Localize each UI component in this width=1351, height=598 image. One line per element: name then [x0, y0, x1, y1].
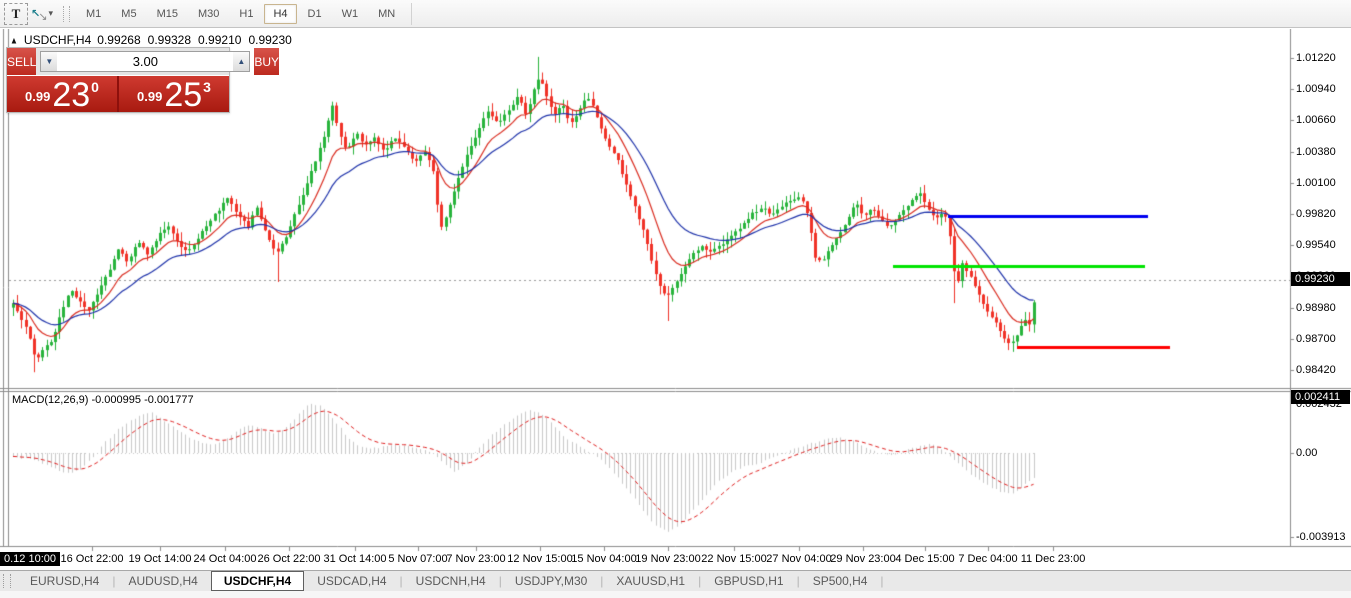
price-tick-label: 0.98420	[1296, 364, 1336, 376]
ohlc-low: 0.99210	[198, 33, 242, 47]
time-tick-label: 11 Dec 23:00	[1020, 553, 1086, 565]
buy-price-panel[interactable]: 0.99 25 3	[119, 76, 229, 112]
time-tick-label: 24 Oct 04:00	[193, 553, 257, 565]
chart-tabs: EURUSD,H4 | AUDUSD,H4 USDCHF,H4 USDCAD,H4 | US…	[17, 571, 884, 591]
time-tick-label: 19 Oct 14:00	[128, 553, 192, 565]
time-tick-label: 29 Nov 23:00	[830, 553, 896, 565]
text-label-tool-button[interactable]: T	[4, 2, 28, 25]
macd-indicator-label: MACD(12,26,9) -0.000995 -0.001777	[12, 394, 194, 406]
macd-bottom-tick: -0.003913	[1296, 531, 1346, 543]
price-tick-label: 1.00100	[1296, 176, 1336, 189]
symbol-timeframe-label: USDCHF,H4	[23, 33, 92, 47]
price-tick-label: 1.00380	[1296, 145, 1336, 158]
tab-separator: |	[498, 574, 502, 588]
price-tick-label: 1.00660	[1296, 114, 1336, 127]
price-tick-label: 0.98700	[1296, 332, 1336, 345]
price-tick-label: 0.98980	[1296, 301, 1336, 314]
tab-separator: |	[600, 574, 604, 588]
chart-tab-sp500[interactable]: SP500,H4	[812, 574, 868, 588]
chart-tab-usdcad[interactable]: USDCAD,H4	[317, 574, 387, 588]
chart-tab-usdjpy[interactable]: USDJPY,M30	[514, 574, 588, 588]
ohlc-close: 0.99230	[248, 33, 292, 47]
current-price-box: 0.99230	[1291, 271, 1350, 286]
chart-tab-xauusd[interactable]: XAUUSD,H1	[616, 574, 686, 588]
time-tick-label: 12 Nov 15:00	[507, 553, 573, 565]
ohlc-open: 0.99268	[97, 33, 141, 47]
macd-zero-tick: 0.00	[1296, 447, 1318, 459]
buy-button[interactable]: BUY	[254, 48, 280, 75]
time-tick-label: 31 Oct 14:00	[323, 553, 387, 565]
tab-separator: |	[399, 574, 403, 588]
time-tick-label: 26 Oct 22:00	[257, 553, 321, 565]
ohlc-high: 0.99328	[147, 33, 192, 47]
toolbar-separator	[411, 2, 413, 25]
toolbar-grip	[63, 5, 70, 22]
price-tick-label: 0.99820	[1296, 208, 1336, 220]
time-tick-label: 15 Nov 04:00	[571, 553, 637, 565]
time-tick-label: 5 Nov 07:00	[388, 553, 448, 565]
chart-tab-gbpusd[interactable]: GBPUSD,H1	[714, 574, 784, 588]
time-tick-label: 7 Dec 04:00	[958, 553, 1018, 565]
timeframe-button-d1[interactable]: D1	[307, 7, 322, 20]
time-marker-box: 0.12 10:00	[0, 552, 60, 566]
chart-tab-usdchf[interactable]: USDCHF,H4	[210, 571, 305, 591]
chart-title: ▲ USDCHF,H4 0.99268 0.99328 0.99210 0.99…	[10, 33, 292, 47]
volume-control: ▼ ▲	[36, 48, 254, 75]
sell-price-pip: 0	[91, 79, 99, 95]
time-tick-label: 7 Nov 23:00	[446, 553, 506, 565]
sell-price-panel[interactable]: 0.99 23 0	[7, 76, 117, 112]
buy-price-big: 25	[164, 76, 203, 114]
timeframe-button-h1[interactable]: H1	[239, 7, 254, 20]
tab-separator: |	[112, 574, 116, 588]
price-tick-label: 1.00940	[1296, 83, 1336, 96]
chart-tab-audusd[interactable]: AUDUSD,H4	[128, 574, 198, 588]
sell-button[interactable]: SELL	[7, 48, 37, 75]
price-tick-label: 0.99540	[1296, 239, 1336, 252]
one-click-trade-panel: SELL ▼ ▲ BUY 0.99 23 0 0.99 25 3	[6, 47, 280, 113]
arrows-tool-button[interactable]: ↖↘ ▾	[30, 3, 54, 25]
trade-panel-toggle-icon[interactable]: ▲	[10, 34, 18, 46]
volume-increase-button[interactable]: ▲	[233, 51, 251, 72]
time-tick-label: 16 Oct 22:00	[60, 553, 124, 565]
timeframe-button-m5[interactable]: M5	[121, 7, 137, 20]
tab-separator: |	[880, 574, 884, 588]
time-tick-label: 19 Nov 23:00	[635, 553, 701, 565]
chart-tab-bar: EURUSD,H4 | AUDUSD,H4 USDCHF,H4 USDCAD,H4 | US…	[0, 570, 1351, 598]
time-tick-label: 4 Dec 15:00	[895, 553, 955, 565]
time-tick-label: 22 Nov 15:00	[701, 553, 767, 565]
tab-bar-grip	[3, 574, 11, 588]
chevron-down-icon: ▾	[48, 8, 53, 18]
tab-separator: |	[698, 574, 702, 588]
tab-separator: |	[796, 574, 800, 588]
sell-price-big: 23	[52, 76, 91, 114]
timeframe-button-mn[interactable]: MN	[378, 7, 396, 20]
buy-price-prefix: 0.99	[137, 89, 163, 104]
price-tick-label: 1.01220	[1296, 52, 1336, 64]
macd-current-value-box: 0.002411	[1291, 390, 1350, 404]
timeframe-button-h4[interactable]: H4	[264, 3, 297, 24]
sell-price-prefix: 0.99	[25, 89, 51, 104]
chart-tab-eurusd[interactable]: EURUSD,H4	[30, 574, 100, 588]
chart-tab-usdcnh[interactable]: USDCNH,H4	[415, 574, 486, 588]
volume-decrease-button[interactable]: ▼	[40, 51, 58, 72]
time-tick-label: 27 Nov 04:00	[766, 553, 832, 565]
timeframe-button-m30[interactable]: M30	[197, 7, 220, 20]
timeframe-button-m1[interactable]: M1	[86, 7, 102, 20]
arrows-icon: ↖↘	[31, 7, 48, 23]
price-chart-canvas[interactable]	[0, 29, 1351, 570]
timeframe-button-group: M1 M5 M15 M30 H1 H4 D1 W1 MN	[76, 3, 405, 24]
top-toolbar: T ↖↘ ▾ M1 M5 M15 M30 H1 H4 D1 W1 MN	[0, 0, 1351, 28]
buy-price-pip: 3	[203, 79, 211, 95]
chart-window: ▲ USDCHF,H4 0.99268 0.99328 0.99210 0.99…	[0, 29, 1351, 570]
timeframe-button-w1[interactable]: W1	[341, 7, 359, 20]
timeframe-button-m15[interactable]: M15	[156, 7, 178, 20]
volume-input[interactable]	[57, 51, 234, 72]
